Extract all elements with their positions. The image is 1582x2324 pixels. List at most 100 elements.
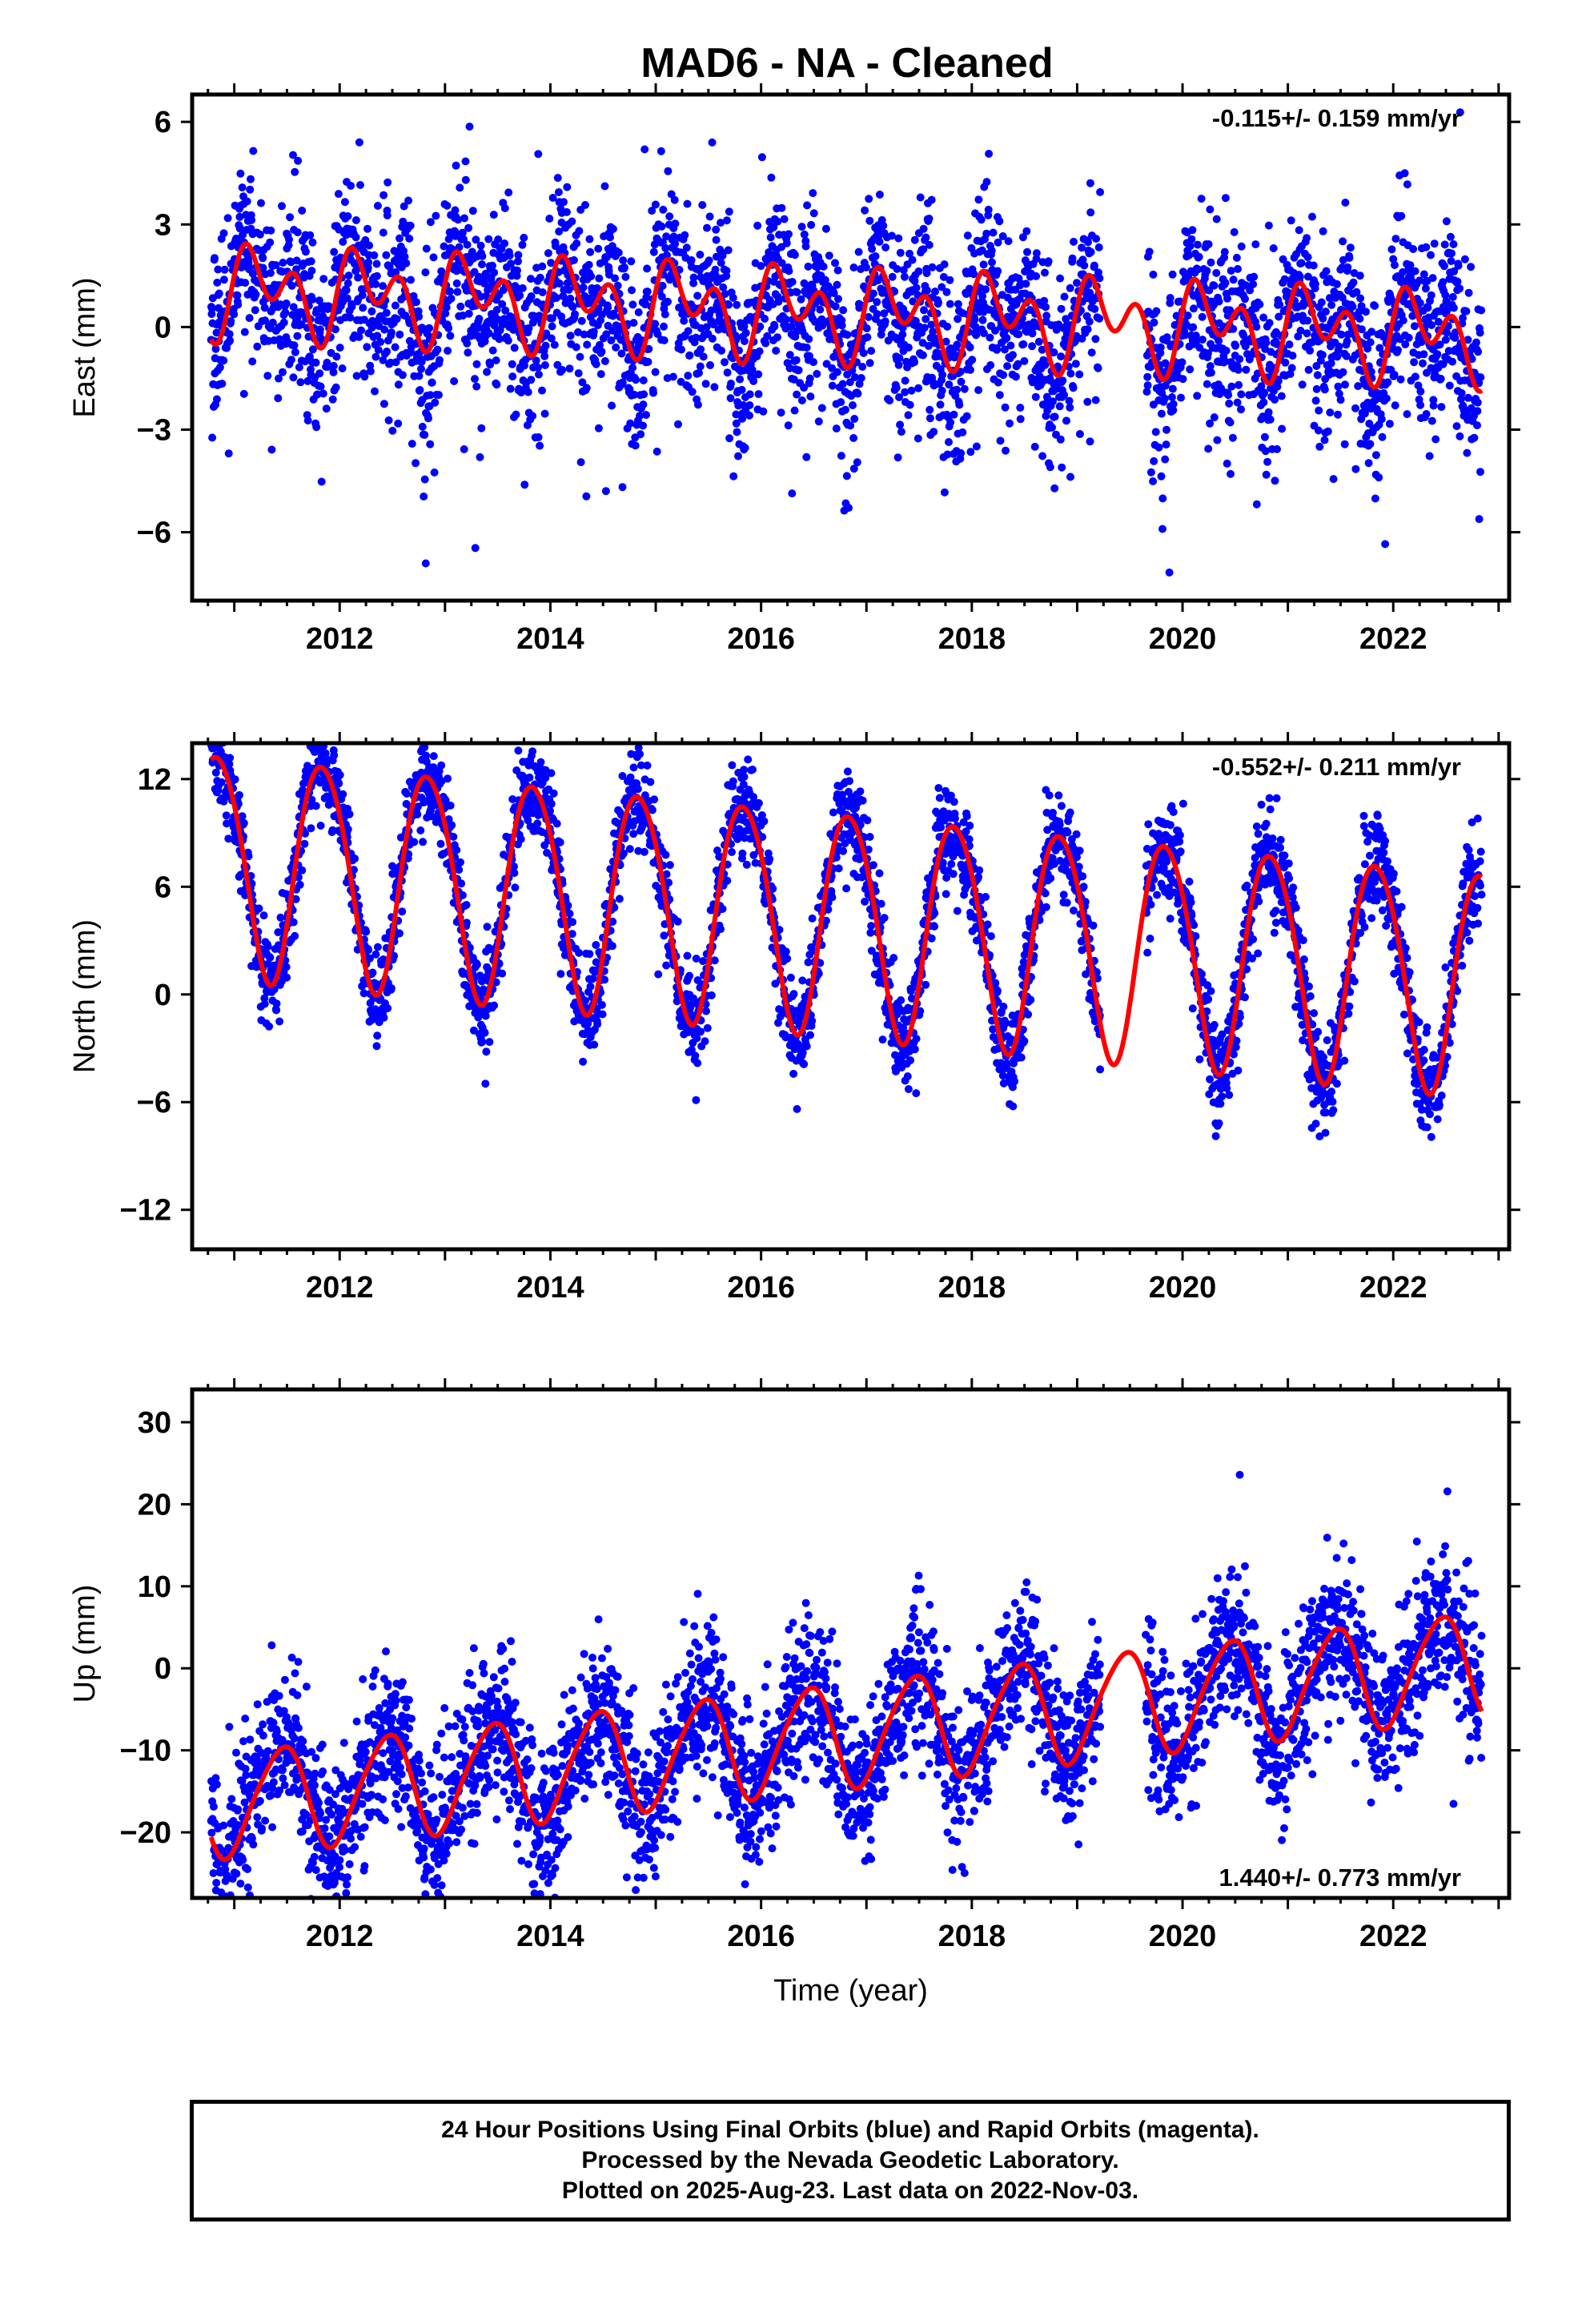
data-point	[1235, 355, 1244, 364]
data-point	[1028, 329, 1037, 338]
data-point	[895, 393, 903, 401]
data-point	[548, 194, 557, 202]
data-point	[289, 303, 298, 312]
data-point	[586, 247, 595, 256]
data-point	[722, 267, 731, 275]
data-point	[914, 267, 923, 275]
x-tick-label: 2020	[1149, 622, 1217, 656]
data-point	[1161, 359, 1170, 368]
data-point	[1383, 378, 1392, 387]
data-point	[628, 300, 637, 309]
data-point	[777, 203, 786, 212]
data-point	[1221, 357, 1230, 366]
data-point	[1297, 259, 1306, 267]
data-point	[1354, 382, 1363, 391]
data-point	[504, 188, 513, 197]
data-point	[355, 332, 363, 341]
data-point	[1460, 255, 1469, 263]
data-point	[1073, 279, 1081, 287]
data-point	[1381, 540, 1390, 549]
data-point	[712, 252, 721, 261]
data-point	[994, 267, 1002, 275]
data-point	[478, 1038, 487, 1046]
data-point	[207, 304, 216, 313]
data-point	[379, 400, 388, 408]
data-point	[1151, 428, 1160, 436]
data-point	[266, 953, 275, 962]
data-point	[644, 357, 652, 366]
data-point	[1206, 419, 1215, 428]
data-point	[1226, 306, 1235, 315]
data-point	[729, 293, 737, 302]
data-point	[1287, 364, 1296, 372]
data-point	[927, 195, 936, 204]
data-point	[1464, 393, 1472, 402]
data-point	[901, 310, 910, 319]
data-point	[1470, 433, 1479, 442]
data-point	[568, 918, 577, 927]
data-point	[1262, 339, 1271, 347]
data-point	[979, 329, 988, 338]
data-point	[462, 901, 471, 909]
data-point	[577, 316, 586, 325]
data-point	[568, 217, 576, 226]
data-point	[346, 313, 355, 322]
data-point	[1326, 408, 1335, 417]
data-point	[821, 275, 829, 284]
data-point	[373, 332, 382, 340]
data-point	[996, 436, 1005, 445]
data-point	[797, 223, 806, 231]
data-point	[1476, 373, 1485, 382]
data-point	[373, 1031, 382, 1040]
data-point	[1317, 298, 1326, 307]
data-point	[833, 280, 841, 289]
data-point	[1221, 194, 1230, 203]
data-point	[946, 418, 955, 427]
data-point	[1447, 249, 1456, 258]
data-point	[615, 895, 624, 903]
data-point	[1440, 262, 1448, 271]
data-point	[761, 339, 770, 348]
data-point	[211, 254, 219, 263]
data-point	[263, 943, 272, 951]
data-point	[420, 743, 429, 752]
data-point	[1449, 304, 1458, 312]
data-point	[426, 391, 435, 400]
data-point	[946, 275, 954, 284]
data-point	[334, 190, 343, 199]
data-point	[1066, 403, 1074, 412]
data-point	[698, 201, 707, 209]
data-point	[1042, 303, 1050, 312]
data-point	[1390, 370, 1399, 379]
data-point	[651, 320, 660, 328]
data-point	[626, 419, 635, 428]
data-point	[243, 197, 251, 206]
data-point	[597, 1000, 606, 1009]
data-point	[671, 239, 680, 248]
data-point	[986, 333, 994, 342]
data-point	[510, 862, 518, 870]
data-point	[879, 221, 888, 230]
data-point	[1318, 351, 1327, 360]
data-point	[1224, 391, 1233, 400]
data-point	[938, 371, 947, 379]
data-point	[608, 224, 617, 233]
data-point	[1207, 258, 1215, 267]
data-point	[316, 734, 324, 742]
data-point	[1195, 252, 1203, 261]
data-point	[1194, 265, 1203, 274]
data-point	[620, 263, 628, 271]
data-point	[717, 219, 725, 227]
data-point	[1280, 275, 1289, 283]
data-point	[1431, 435, 1440, 444]
data-point	[1400, 169, 1409, 178]
data-point	[942, 337, 950, 346]
data-point	[809, 358, 817, 367]
data-point	[500, 204, 509, 212]
data-point	[1203, 349, 1212, 358]
data-point	[227, 317, 235, 325]
data-point	[1086, 247, 1095, 256]
data-point	[905, 400, 914, 409]
data-point	[429, 763, 438, 772]
data-point	[1167, 393, 1176, 401]
